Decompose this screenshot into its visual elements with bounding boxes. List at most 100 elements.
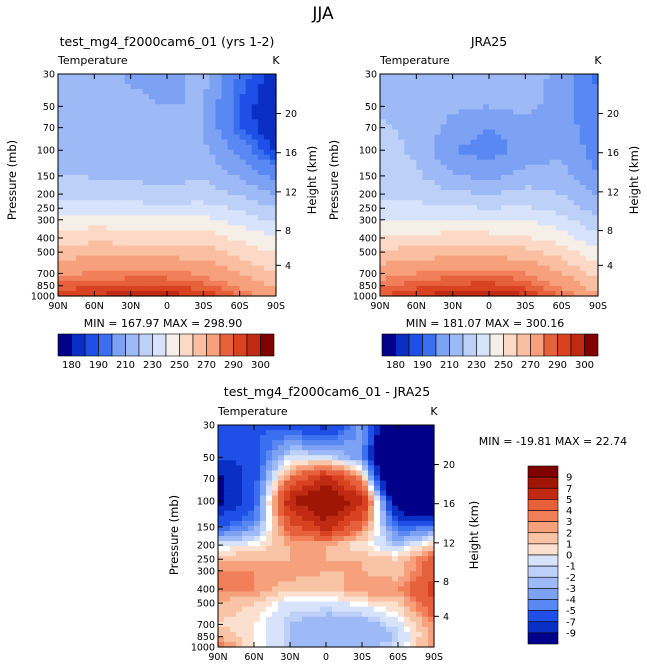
heatmap-cell [272,581,279,588]
heatmap-cell [489,270,496,277]
heatmap-cell [124,109,132,115]
heatmap-cell [227,74,235,80]
heatmap-cell [482,84,490,90]
heatmap-cell [272,576,279,583]
heatmap-cell [112,139,120,146]
heatmap-cell [410,190,417,196]
heatmap-cell [519,225,526,232]
heatmap-cell [537,290,545,297]
heatmap-cell [513,210,520,216]
heatmap-cell [386,485,393,492]
heatmap-cell [233,245,241,252]
heatmap-cell [266,626,273,633]
heatmap-cell [224,445,231,451]
heatmap-cell [380,591,387,598]
heatmap-cell [118,179,126,186]
heatmap-cell [185,265,192,272]
heatmap-cell [233,220,241,226]
heatmap-cell [179,255,186,262]
heatmap-cell [392,541,399,547]
heatmap-cell [224,541,231,547]
heatmap-cell [404,94,411,100]
heatmap-cell [501,195,508,201]
heatmap-cell [154,129,162,136]
heatmap-cell [398,561,405,567]
heatmap-cell [398,270,405,277]
heatmap-cell [573,129,581,136]
heatmap-cell [154,134,162,141]
heatmap-cell [344,435,351,441]
heatmap-cell [167,265,174,272]
heatmap-cell [233,280,241,287]
heatmap-cell [398,460,405,466]
heatmap-cell [173,265,180,272]
heatmap-cell [428,280,436,287]
heatmap-cell [416,490,423,497]
heatmap-cell [209,270,217,277]
heatmap-cell [136,245,144,252]
heatmap-cell [221,275,229,282]
heatmap-cell [422,270,430,277]
heatmap-cell [398,440,405,446]
heatmap-cell [440,205,448,211]
heatmap-cell [416,210,423,216]
heatmap-cell [507,124,514,131]
heatmap-cell [392,159,399,166]
heatmap-cell [308,425,315,431]
heatmap-cell [501,245,508,252]
heatmap-cell [221,119,229,126]
heatmap-cell [513,104,520,110]
heatmap-cell [404,641,411,648]
heatmap-cell [338,425,345,431]
heatmap-cell [197,225,204,232]
heatmap-cell [236,641,243,648]
heatmap-cell [221,159,229,166]
y2-tick-label: 4 [285,261,291,272]
heatmap-cell [537,225,545,232]
heatmap-cell [513,225,520,232]
heatmap-cell [386,636,393,643]
heatmap-cell [154,265,162,272]
heatmap-cell [507,185,514,191]
heatmap-cell [555,230,563,237]
heatmap-cell [290,636,297,643]
heatmap-cell [314,435,321,441]
heatmap-cell [266,480,273,487]
heatmap-cell [374,601,381,608]
heatmap-cell [191,275,198,282]
heatmap-cell [218,536,225,542]
heatmap-cell [167,154,174,161]
heatmap-cell [148,169,156,176]
heatmap-cell [362,626,369,633]
heatmap-cell [64,260,71,267]
heatmap-cell [428,255,436,262]
heatmap-cell [160,285,168,292]
heatmap-cell [386,154,393,161]
heatmap-cell [392,134,399,141]
heatmap-cell [482,104,490,110]
heatmap-cell [254,556,261,562]
heatmap-cell [452,99,460,105]
heatmap-cell [446,74,454,80]
heatmap-cell [350,596,357,603]
heatmap-cell [124,210,132,216]
heatmap-cell [100,74,108,80]
heatmap-cell [344,460,351,466]
heatmap-cell [185,215,192,221]
heatmap-cell [567,119,575,126]
heatmap-cell [555,190,563,196]
heatmap-cell [118,139,126,146]
heatmap-cell [549,280,557,287]
heatmap-cell [350,460,357,466]
heatmap-cell [260,556,267,562]
heatmap-cell [227,169,235,176]
heatmap-cell [221,74,229,80]
heatmap-cell [233,205,241,211]
heatmap-cell [561,119,569,126]
heatmap-cell [495,255,502,262]
heatmap-cell [230,475,237,482]
heatmap-cell [386,119,393,126]
heatmap-cell [260,515,267,522]
heatmap-cell [422,159,430,166]
heatmap-cell [591,200,599,206]
